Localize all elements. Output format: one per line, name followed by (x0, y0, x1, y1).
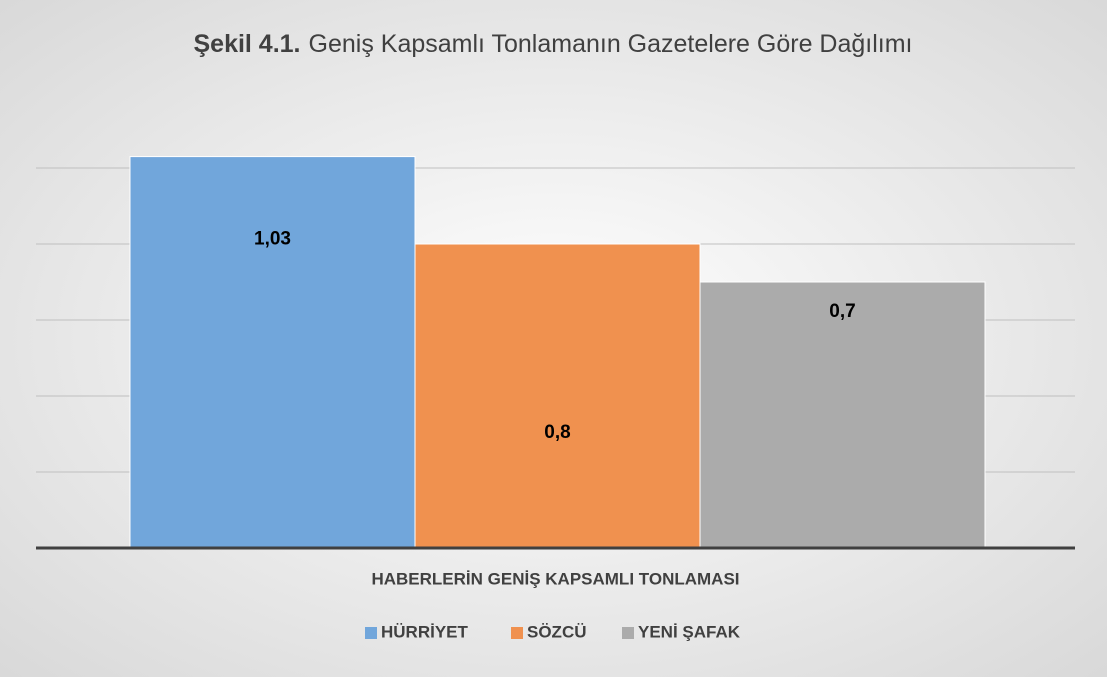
chart-title: Şekil 4.1. Geniş Kapsamlı Tonlamanın Gaze… (193, 30, 912, 58)
title-text: Geniş Kapsamlı Tonlamanın Gazetelere Gör… (309, 30, 913, 58)
legend-label: HÜRRİYET (381, 622, 469, 641)
x-tick-label: HABERLERİN GENİŞ KAPSAMLI TONLAMASI (371, 569, 739, 588)
bar (699, 281, 986, 549)
figure-label: Şekil 4.1. (193, 30, 300, 58)
data-label: 0,8 (544, 422, 570, 443)
legend-label: SÖZCÜ (527, 622, 587, 641)
data-label: 0,7 (829, 301, 855, 322)
legend-label: YENİ ŞAFAK (638, 622, 741, 641)
legend-swatch (622, 627, 634, 639)
bar (129, 156, 416, 549)
data-label: 1,03 (254, 229, 291, 250)
bar (414, 243, 701, 549)
legend-swatch (365, 627, 377, 639)
legend-swatch (511, 627, 523, 639)
